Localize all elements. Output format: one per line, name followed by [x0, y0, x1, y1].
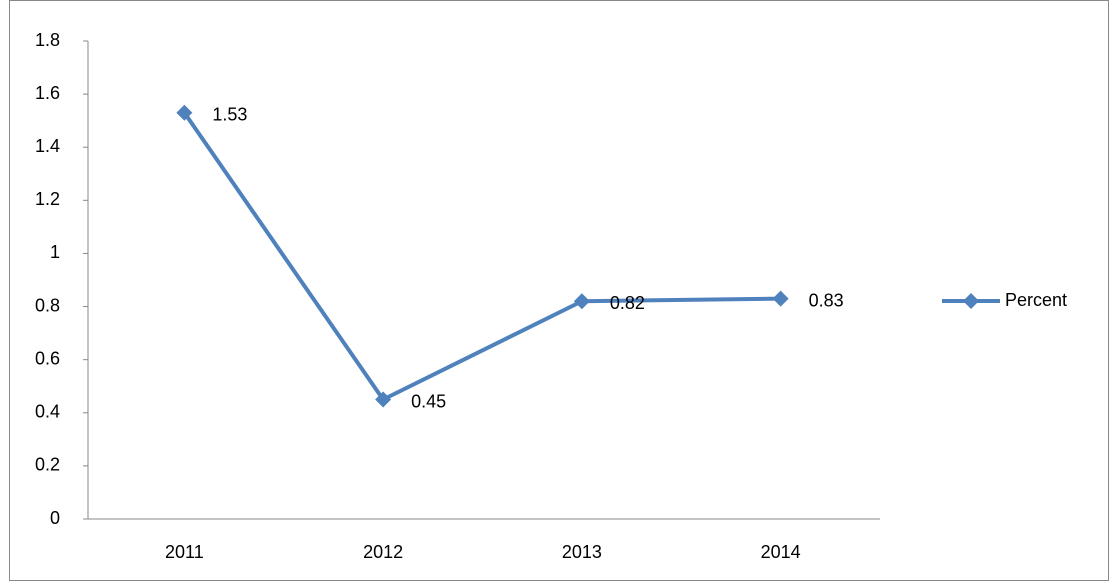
y-tick-label: 0.4	[35, 402, 60, 422]
y-tick-label: 0	[50, 508, 60, 528]
y-tick-label: 1.6	[35, 83, 60, 103]
y-tick-label: 1.2	[35, 189, 60, 209]
data-label: 0.45	[411, 391, 446, 411]
chart: 0 0.2 0.4 0.6 0.8 1 1.2 1.4 1.6 1.8 2011 2012 2013 20…	[0, 0, 1110, 581]
y-tick-label: 1.8	[35, 30, 60, 50]
x-tick-label: 2011	[165, 542, 204, 562]
y-tick-label: 1.4	[35, 136, 60, 156]
legend-label: Percent	[1005, 290, 1067, 310]
data-label: 0.83	[809, 290, 844, 310]
x-tick-label: 2012	[363, 542, 403, 562]
data-label: 1.53	[212, 104, 247, 124]
x-tick-label: 2014	[761, 542, 801, 562]
y-tick-label: 0.6	[35, 348, 60, 368]
y-tick-label: 0.2	[35, 455, 60, 475]
page: 0 0.2 0.4 0.6 0.8 1 1.2 1.4 1.6 1.8 2011 2012 2013 20…	[0, 0, 1110, 581]
y-tick-label: 1	[50, 242, 60, 262]
y-tick-label: 0.8	[35, 295, 60, 315]
chart-border	[10, 1, 1109, 581]
x-tick-label: 2013	[562, 542, 602, 562]
data-label: 0.82	[610, 293, 645, 313]
